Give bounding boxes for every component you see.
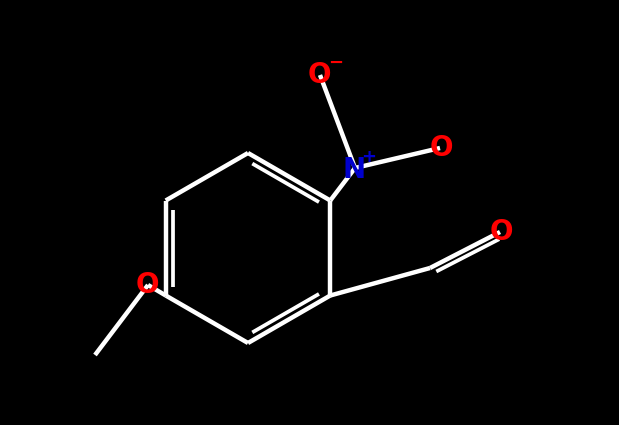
Text: +: + bbox=[361, 148, 376, 166]
Text: O: O bbox=[489, 218, 513, 246]
Text: O: O bbox=[135, 271, 158, 299]
Text: O: O bbox=[307, 61, 331, 89]
Text: −: − bbox=[329, 54, 344, 72]
Text: O: O bbox=[429, 134, 452, 162]
Text: N: N bbox=[342, 156, 366, 184]
